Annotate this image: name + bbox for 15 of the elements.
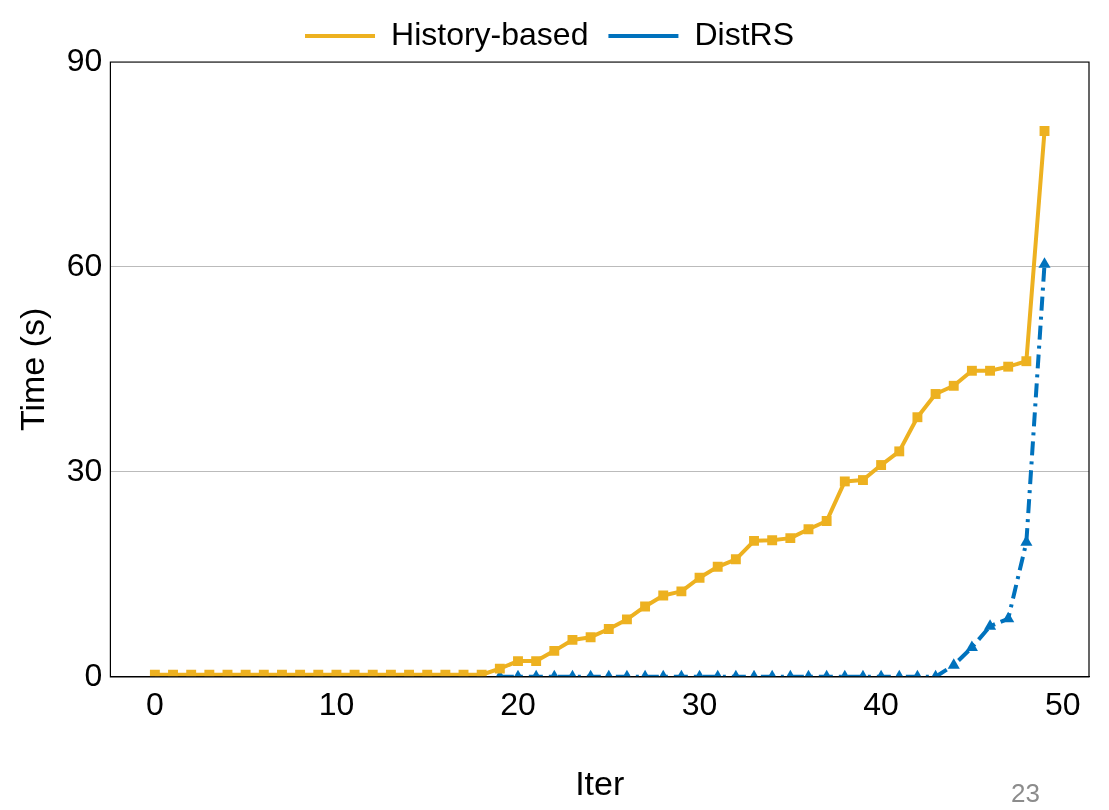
x-tick-label: 50 [1044,685,1081,722]
y-tick-label: 30 [66,451,103,488]
text: 23 [1011,778,1040,809]
x-tick-label: 30 [681,685,718,722]
y-tick-label: 60 [66,246,103,283]
x-tick-label: 40 [863,685,899,722]
x-tick-label: 20 [500,685,536,722]
x-tick-label: 10 [318,685,355,722]
x-tick-label: 0 [145,685,164,722]
y-tick-label: 90 [66,41,103,78]
legend-label: DistRS [694,15,794,52]
x-axis-title: Iter [575,763,625,802]
legend-label: History-based [391,15,589,52]
y-tick-label: 0 [84,656,103,693]
y-axis-title: Time (s) [12,307,51,432]
